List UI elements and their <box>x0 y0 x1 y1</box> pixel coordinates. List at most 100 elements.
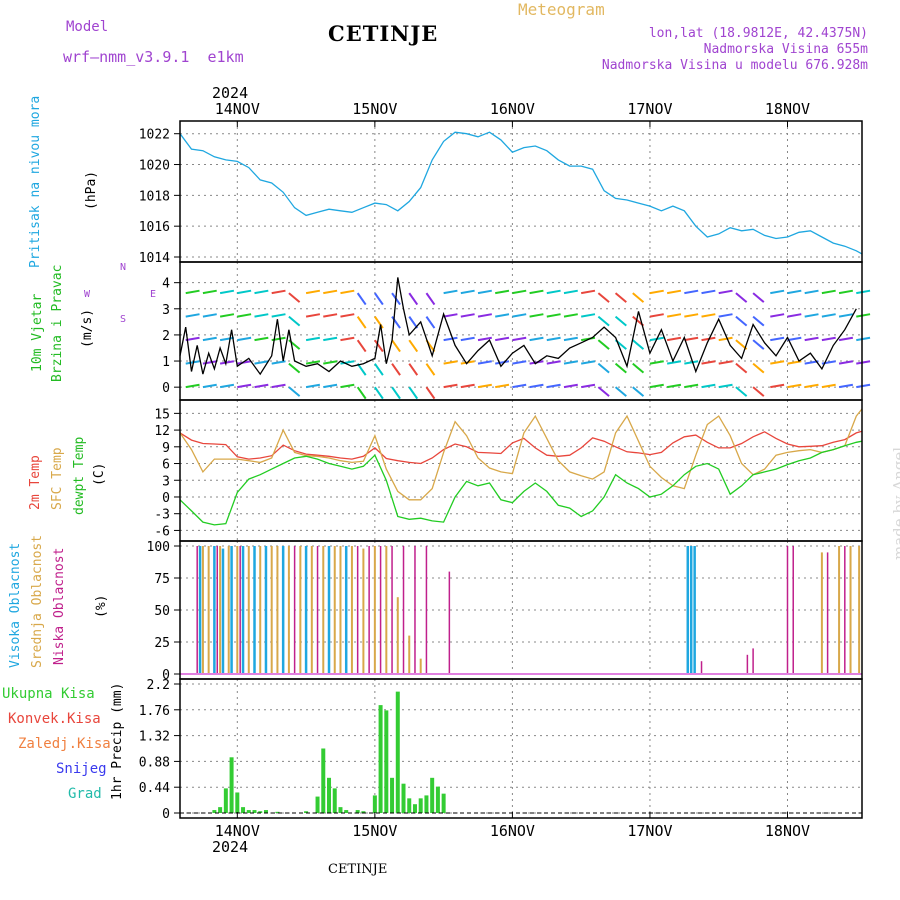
wind-arrow <box>477 313 492 318</box>
mid-cloud-bar <box>419 658 422 674</box>
mid-cloud-bar <box>310 546 313 674</box>
wind-arrow <box>752 386 765 397</box>
wind-arrow <box>305 289 321 295</box>
low-cloud-bar <box>196 546 198 674</box>
precip-bar <box>241 807 246 813</box>
wind-arrow <box>529 289 544 295</box>
wind-arrow <box>684 313 699 318</box>
wind-arrow <box>752 339 765 350</box>
high-cloud-bar <box>689 546 693 674</box>
wind-arrow <box>770 289 785 295</box>
high-cloud-bar <box>327 546 331 674</box>
wind-arrow <box>443 336 458 342</box>
y-tick-label: 1016 <box>139 220 170 235</box>
precip-bar <box>258 811 263 813</box>
high-cloud-bar <box>686 546 690 674</box>
wind-arrow <box>425 363 436 376</box>
wind-arrow <box>340 313 355 318</box>
wind-arrow <box>254 336 269 342</box>
wind-arrow <box>443 360 458 365</box>
precip-bar <box>390 777 395 813</box>
low-cloud-bar <box>356 546 359 674</box>
high-cloud-bar <box>264 546 268 674</box>
high-cloud-bar <box>281 546 285 674</box>
wind-arrow <box>821 313 836 318</box>
x-tick-label-top: 15NOV <box>352 100 397 118</box>
low-cloud-bar <box>379 546 382 674</box>
temp-2m-line <box>179 430 863 465</box>
low-cloud-bar <box>844 546 846 674</box>
wind-arrow <box>666 336 682 342</box>
precip-bar <box>344 810 349 813</box>
wind-arrow <box>356 386 367 400</box>
precip-bar <box>412 804 417 813</box>
mid-cloud-bar <box>219 546 222 674</box>
wind-arrow <box>408 292 419 306</box>
model-name: wrf—nmm_v3.9.1 e1km <box>63 48 244 66</box>
wind-arrow <box>237 289 252 295</box>
wind-arrow <box>408 386 419 400</box>
y-tick-label: 1020 <box>139 159 170 174</box>
precip-bar <box>212 810 217 813</box>
wind-arrow <box>323 289 338 295</box>
low-cloud-bar <box>792 546 794 674</box>
wind-arrow <box>529 336 544 342</box>
mid-cloud-bar <box>322 546 325 674</box>
wind-arrow <box>356 339 367 353</box>
wind-arrow <box>804 313 819 318</box>
precip-bar <box>384 710 389 813</box>
y-tick-label: 3 <box>162 474 170 489</box>
wind-arrow <box>563 360 578 365</box>
wind-arrow <box>614 362 627 374</box>
precip-bar <box>235 792 240 813</box>
precip-bar <box>355 810 360 813</box>
wind-arrow <box>185 336 200 342</box>
wind-arrow <box>632 386 645 397</box>
mid-cloud-bar <box>259 546 262 674</box>
wind-arrow <box>649 383 664 389</box>
wind-arrow <box>770 313 785 318</box>
wind-arrow <box>219 313 235 318</box>
wind-arrow <box>323 360 338 365</box>
high-cloud-bar <box>304 546 308 674</box>
wind-arrow <box>460 383 475 389</box>
wind-arrow <box>666 360 682 365</box>
wind-arrow <box>787 289 802 295</box>
y-tick-label: 75 <box>154 572 170 587</box>
wind-arrow <box>512 336 527 342</box>
precip-bar <box>395 691 400 813</box>
wind-arrow <box>477 289 492 295</box>
wind-arrow <box>408 339 419 353</box>
wind-arrow <box>821 383 836 389</box>
wind-arrow <box>597 362 610 374</box>
temp-dewpt-line <box>179 440 863 526</box>
precip-bar <box>435 786 440 813</box>
wind-arrow <box>632 292 645 303</box>
x-tick-label-top: 18NOV <box>765 100 810 118</box>
wind-arrow <box>271 289 286 295</box>
precip-bar <box>218 807 223 813</box>
wind-arrow <box>597 339 610 350</box>
wind-arrow <box>597 292 610 303</box>
wind-arrow <box>477 383 492 389</box>
precip-bar <box>430 777 435 813</box>
wind-arrow <box>597 315 610 327</box>
wind-arrow <box>374 386 384 400</box>
wind-arrow <box>614 386 627 397</box>
low-cloud-bar <box>700 661 703 674</box>
low-cloud-bar <box>746 654 749 674</box>
precip-bar <box>378 705 383 813</box>
high-cloud-bar <box>253 546 256 674</box>
wind-arrow <box>374 339 384 353</box>
wind-arrow <box>340 336 355 342</box>
wind-arrow <box>546 383 561 389</box>
wind-arrow <box>804 336 819 342</box>
footer-station: CETINJE <box>328 862 388 877</box>
y-tick-label: 0 <box>162 668 170 683</box>
low-cloud-bar <box>316 546 319 674</box>
x-tick-label-bottom: 16NOV <box>490 822 535 840</box>
high-cloud-bar <box>693 546 696 674</box>
wind-arrow <box>391 363 401 376</box>
wind-arrow <box>425 386 436 400</box>
wind-arrow <box>254 360 269 365</box>
